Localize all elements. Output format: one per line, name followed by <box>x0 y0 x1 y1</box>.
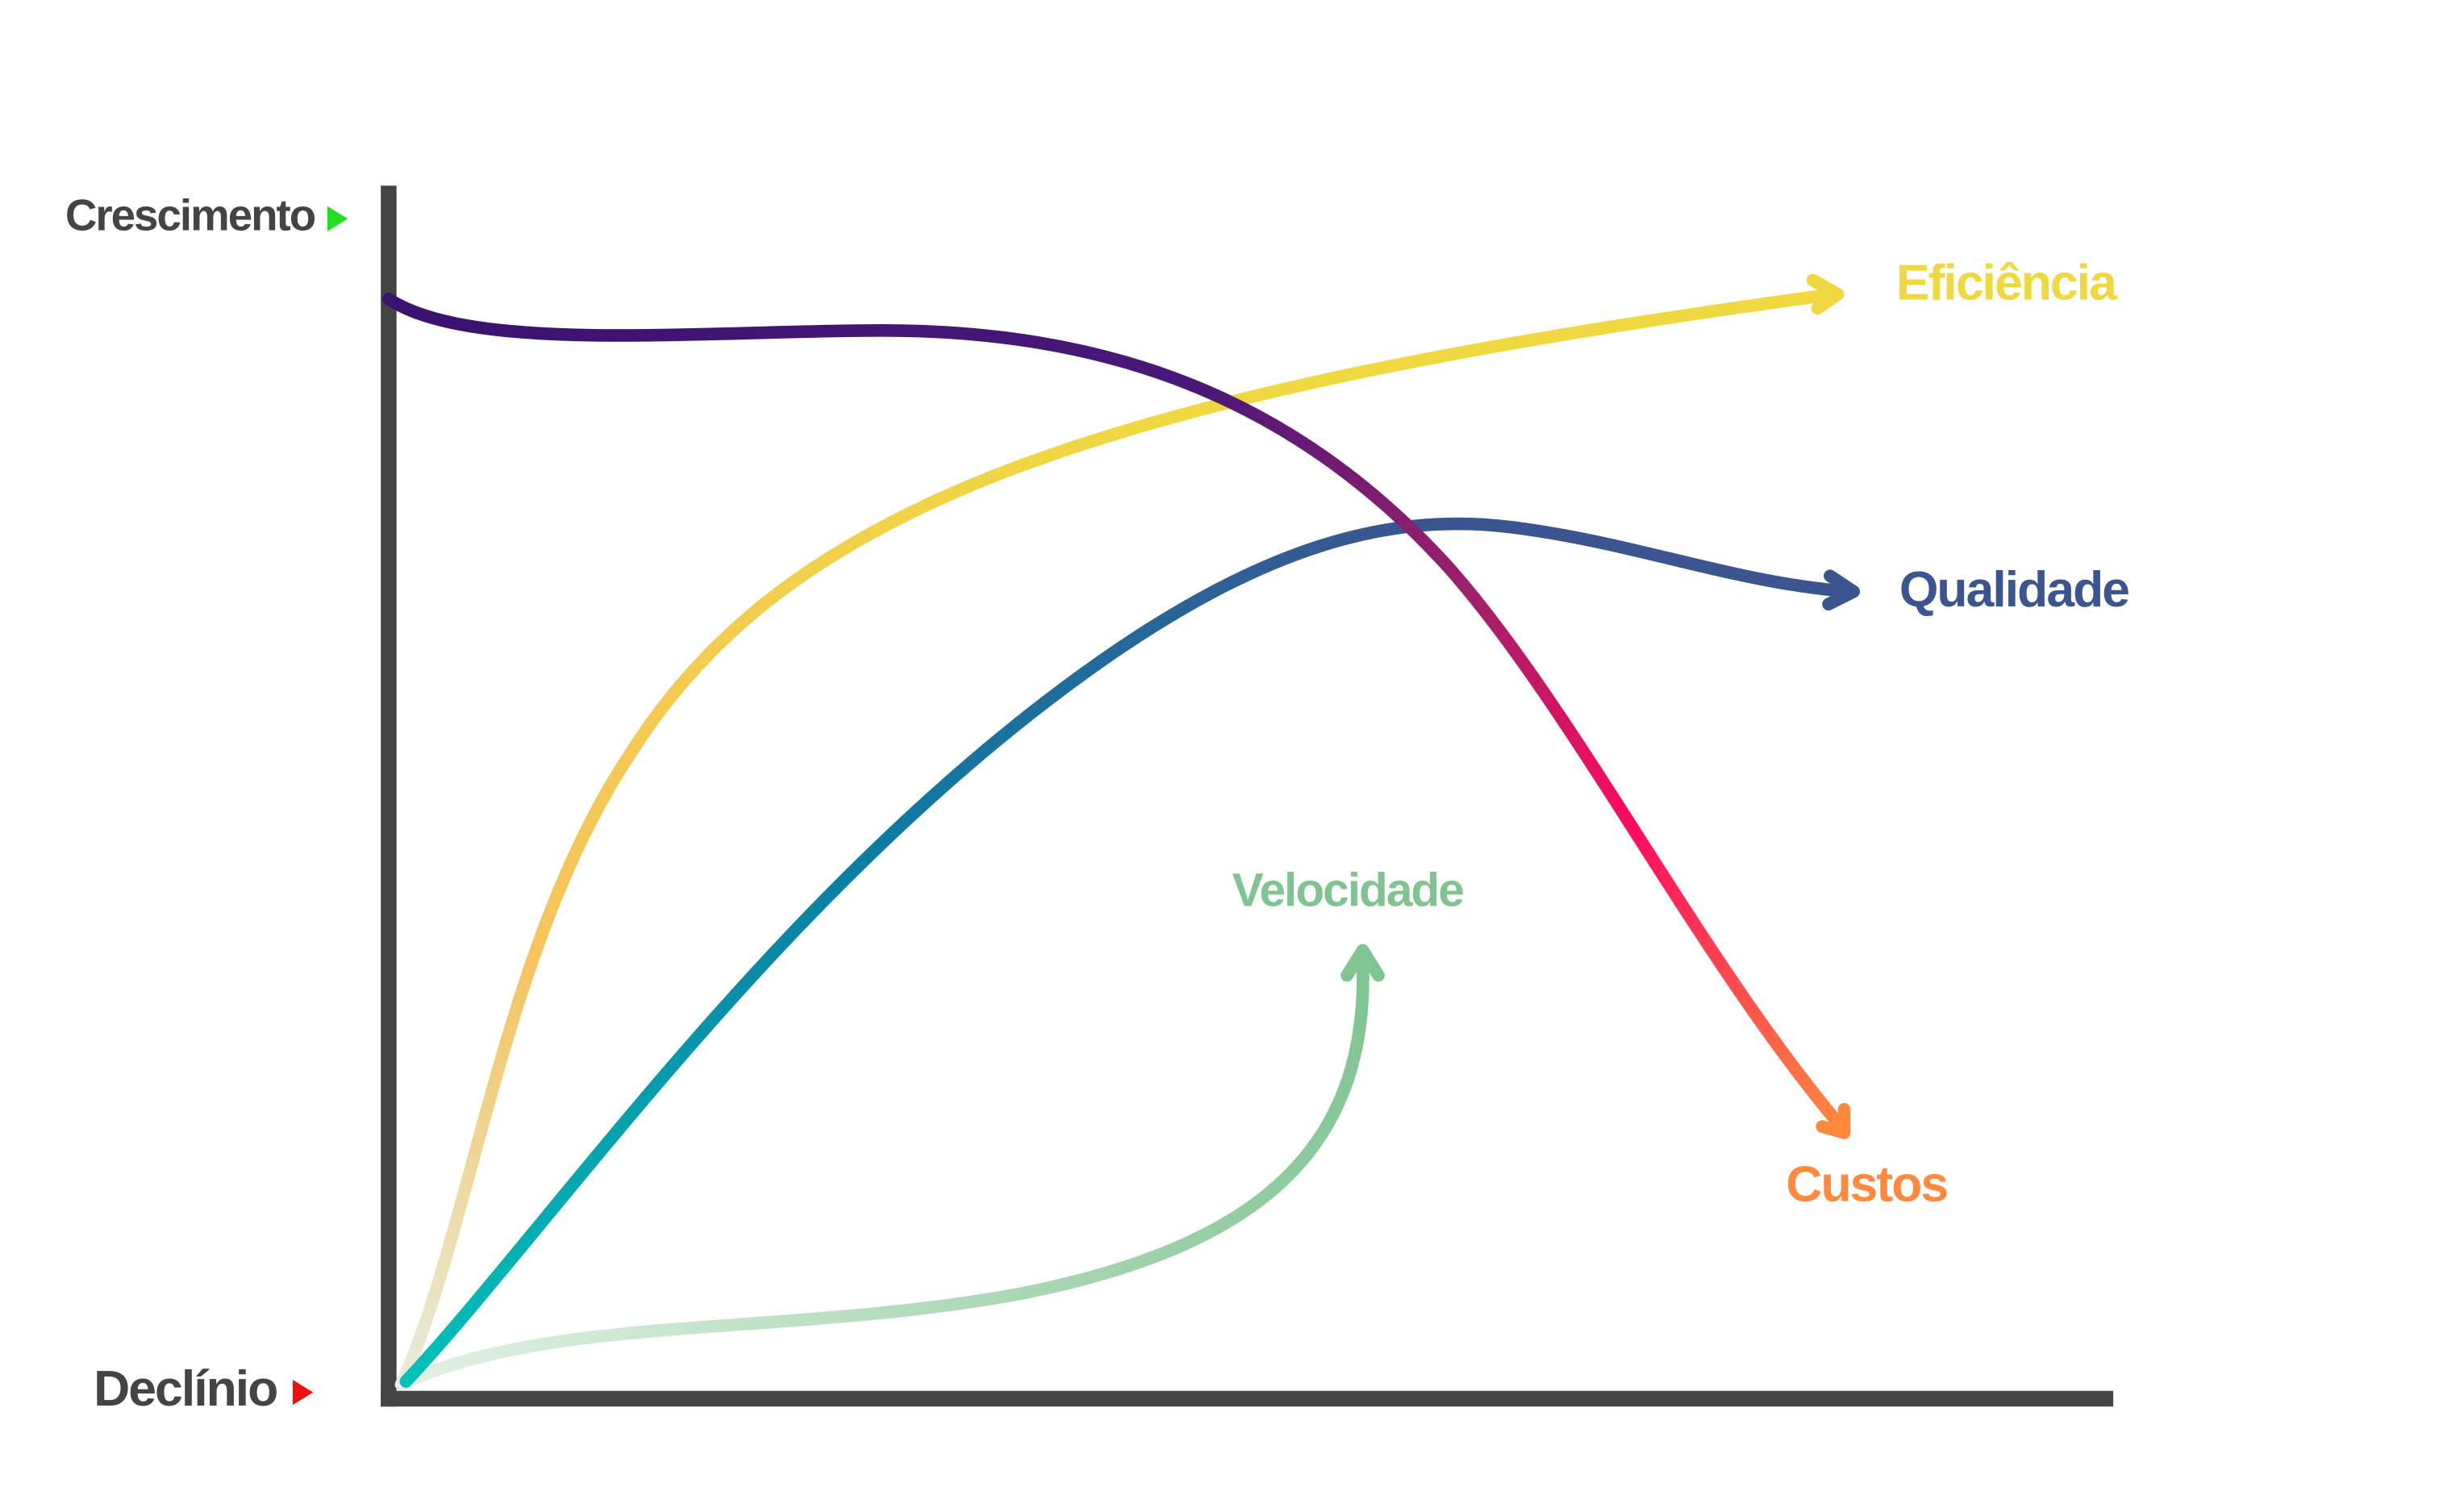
velocity-arrow <box>1340 943 1385 982</box>
up-marker <box>327 206 348 231</box>
top-label: Crescimento <box>65 191 315 240</box>
efficiency-arrow <box>1806 273 1845 315</box>
down-marker <box>292 1380 314 1406</box>
efficiency-curve <box>394 288 1840 1391</box>
velocity-label: Velocidade <box>1232 864 1464 917</box>
bottom-label: Declínio <box>94 1360 277 1417</box>
cost-curve <box>382 292 1848 1133</box>
cost-arrow <box>1816 1102 1851 1139</box>
quality-label: Qualidade <box>1899 561 2128 618</box>
quality-arrow <box>1822 569 1861 611</box>
velocity-curve <box>394 956 1370 1391</box>
efficiency-label: Eficiência <box>1896 255 2118 311</box>
cost-label: Custos <box>1786 1156 1947 1213</box>
quality-curve <box>399 517 1856 1388</box>
